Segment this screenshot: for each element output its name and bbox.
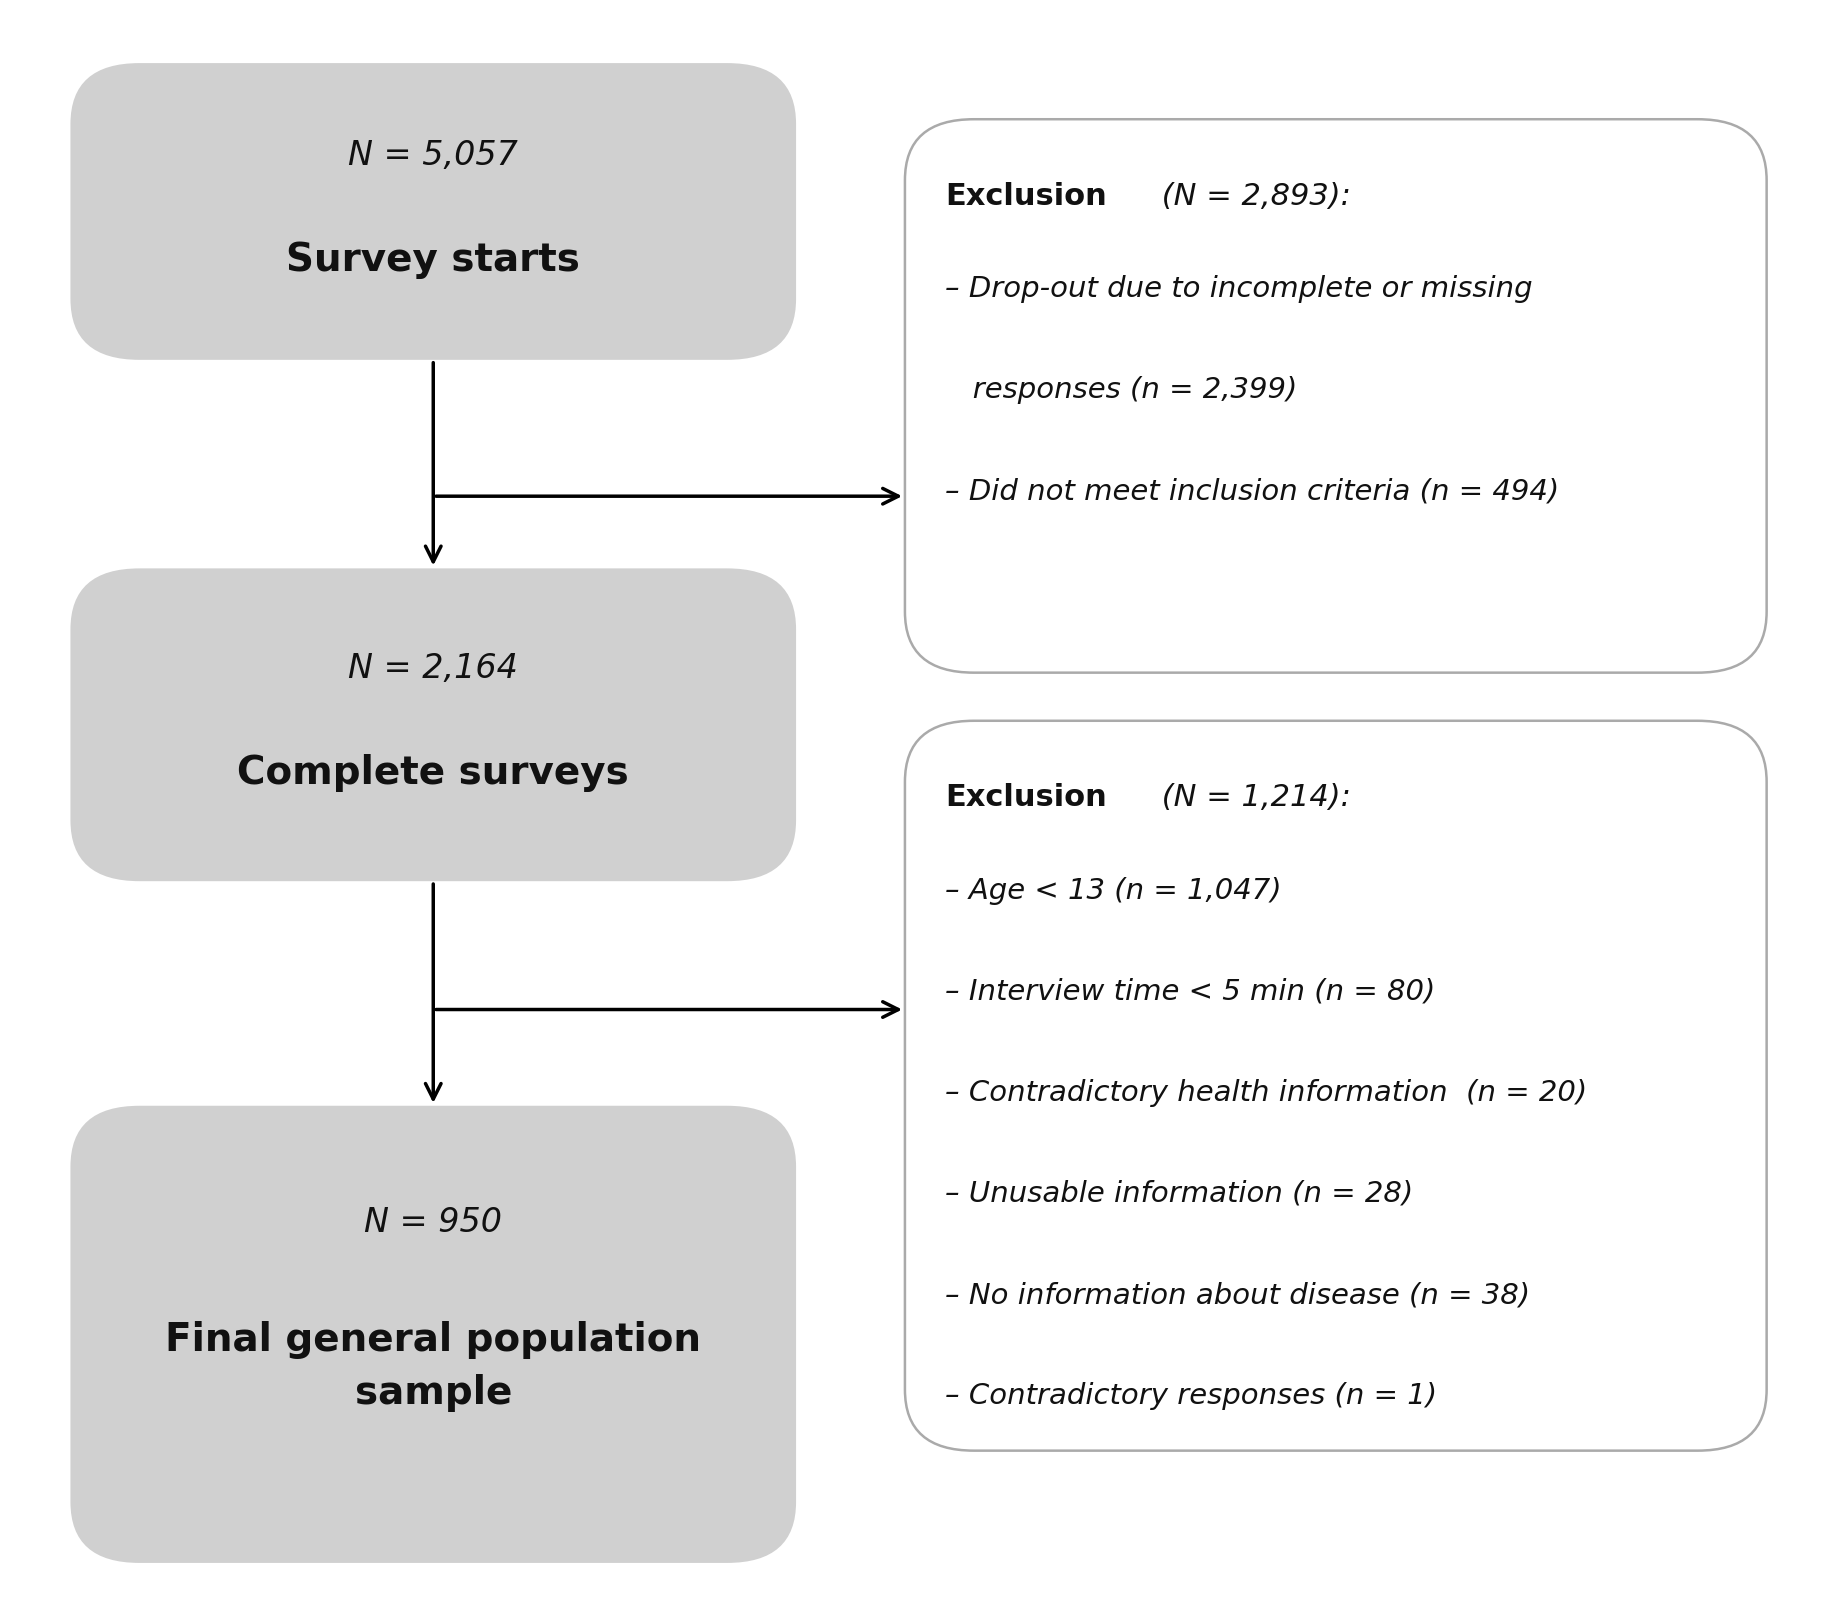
- Text: – Did not meet inclusion criteria (n = 494): – Did not meet inclusion criteria (n = 4…: [945, 477, 1559, 505]
- Text: Exclusion: Exclusion: [945, 783, 1106, 812]
- Text: responses (n = 2,399): responses (n = 2,399): [945, 377, 1298, 404]
- Text: – No information about disease (n = 38): – No information about disease (n = 38): [945, 1281, 1530, 1309]
- Text: (N = 1,214):: (N = 1,214):: [1152, 783, 1351, 812]
- Text: – Drop-out due to incomplete or missing: – Drop-out due to incomplete or missing: [945, 275, 1532, 303]
- Text: – Interview time < 5 min (n = 80): – Interview time < 5 min (n = 80): [945, 977, 1435, 1006]
- FancyBboxPatch shape: [905, 720, 1766, 1451]
- Text: – Contradictory health information  (n = 20): – Contradictory health information (n = …: [945, 1079, 1587, 1107]
- Text: N = 5,057: N = 5,057: [349, 139, 517, 172]
- Text: N = 950: N = 950: [364, 1205, 503, 1238]
- Text: – Age < 13 (n = 1,047): – Age < 13 (n = 1,047): [945, 877, 1281, 904]
- Text: Complete surveys: Complete surveys: [238, 754, 629, 791]
- Text: Survey starts: Survey starts: [287, 241, 579, 278]
- FancyBboxPatch shape: [71, 63, 795, 359]
- FancyBboxPatch shape: [71, 568, 795, 882]
- Text: (N = 2,893):: (N = 2,893):: [1152, 181, 1351, 210]
- Text: Exclusion: Exclusion: [945, 181, 1106, 210]
- FancyBboxPatch shape: [905, 120, 1766, 673]
- Text: – Unusable information (n = 28): – Unusable information (n = 28): [945, 1180, 1413, 1209]
- Text: Final general population
sample: Final general population sample: [165, 1320, 702, 1413]
- Text: N = 2,164: N = 2,164: [349, 652, 517, 684]
- Text: – Contradictory responses (n = 1): – Contradictory responses (n = 1): [945, 1382, 1437, 1411]
- FancyBboxPatch shape: [71, 1105, 795, 1563]
